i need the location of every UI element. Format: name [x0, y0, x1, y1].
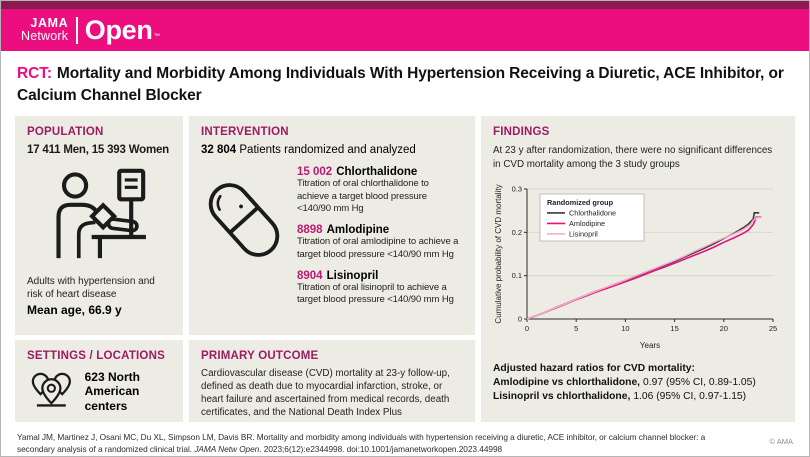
citation: Yamal JM, Martinez J, Osani MC, Du XL, S…: [17, 432, 706, 455]
group-amlodipine: 8898 Amlodipine Titration of oral amlodip…: [297, 224, 463, 261]
svg-text:Amlodipine: Amlodipine: [569, 219, 605, 228]
settings-heading: SETTINGS / LOCATIONS: [27, 350, 165, 363]
intervention-groups: 15 002 Chlorthalidone Titration of oral c…: [297, 166, 463, 315]
group-n: 8904: [297, 270, 323, 283]
svg-text:0: 0: [525, 324, 529, 333]
intervention-stat-number: 32 804: [201, 144, 237, 157]
column-findings: FINDINGS At 23 y after randomization, th…: [481, 116, 795, 423]
copyright: © AMA: [769, 437, 793, 447]
svg-text:Cumulative probability of CVD: Cumulative probability of CVD mortality: [494, 184, 503, 323]
primary-outcome-panel: PRIMARY OUTCOME Cardiovascular disease (…: [189, 340, 475, 423]
group-name: Amlodipine: [326, 224, 390, 237]
title-block: RCT: Mortality and Morbidity Among Indivi…: [1, 51, 809, 116]
hazard-ratios: Adjusted hazard ratios for CVD mortality…: [493, 362, 785, 405]
logo-divider: [76, 16, 78, 44]
study-type-tag: RCT:: [17, 65, 52, 82]
svg-text:Randomized group: Randomized group: [547, 198, 614, 207]
group-detail: Titration of oral chlorthalidone to achi…: [297, 178, 429, 215]
intervention-stat-text: Patients randomized and analyzed: [236, 144, 416, 157]
map-pins-icon: [31, 373, 71, 407]
settings-stat: 623 North American centers: [84, 369, 140, 413]
population-heading: POPULATION: [27, 126, 104, 139]
findings-panel: FINDINGS At 23 y after randomization, th…: [481, 116, 795, 423]
intervention-panel: INTERVENTION 32 804 Patients randomized …: [189, 116, 475, 336]
primary-outcome-text: Cardiovascular disease (CVD) mortality a…: [201, 368, 450, 419]
svg-text:0: 0: [518, 314, 522, 323]
journal-name: JAMA Netw Open: [194, 444, 260, 455]
intervention-stat: 32 804 Patients randomized and analyzed: [201, 144, 463, 156]
svg-text:Chlorthalidone: Chlorthalidone: [569, 208, 616, 217]
population-mean-age: Mean age, 66.9 y: [27, 303, 122, 318]
group-chlorthalidone: 15 002 Chlorthalidone Titration of oral c…: [297, 166, 463, 215]
svg-text:0.3: 0.3: [512, 184, 522, 193]
footer: Yamal JM, Martinez J, Osani MC, Du XL, S…: [1, 422, 809, 455]
hazard-line-lisinopril: Lisinopril vs chlorthalidone, 1.06 (95% C…: [493, 391, 747, 403]
svg-text:Years: Years: [640, 341, 660, 350]
population-panel: POPULATION 17 411 Men, 15 393 Women: [15, 116, 183, 336]
svg-text:15: 15: [670, 324, 678, 333]
population-description: Adults with hypertension and risk of hea…: [27, 276, 155, 301]
svg-text:20: 20: [720, 324, 728, 333]
group-detail: Titration of oral lisinopril to achieve …: [297, 282, 454, 306]
settings-panel: SETTINGS / LOCATIONS 623 North American …: [15, 340, 183, 423]
logo-jama-network: JAMA Network: [21, 16, 69, 43]
svg-text:0.2: 0.2: [512, 228, 522, 237]
svg-text:0.1: 0.1: [512, 271, 522, 280]
pill-icon: [201, 166, 287, 315]
column-intervention: INTERVENTION 32 804 Patients randomized …: [189, 116, 475, 423]
hazard-title: Adjusted hazard ratios for CVD mortality…: [493, 362, 695, 374]
population-stat: 17 411 Men, 15 393 Women: [27, 144, 170, 157]
findings-heading: FINDINGS: [493, 126, 550, 139]
jama-network-open-logo: JAMA Network Open ™: [21, 14, 161, 45]
blood-pressure-exam-icon: [27, 168, 171, 265]
svg-text:10: 10: [621, 324, 629, 333]
group-detail: Titration of oral amlodipine to achieve …: [297, 236, 459, 260]
group-name: Chlorthalidone: [336, 166, 418, 179]
page-title: RCT: Mortality and Morbidity Among Indivi…: [17, 63, 793, 106]
study-title-text: Mortality and Morbidity Among Individual…: [17, 65, 784, 104]
findings-summary: At 23 y after randomization, there were …: [493, 145, 773, 170]
content-grid: POPULATION 17 411 Men, 15 393 Women: [1, 116, 809, 423]
svg-text:25: 25: [769, 324, 777, 333]
group-name: Lisinopril: [326, 270, 379, 283]
intervention-heading: INTERVENTION: [201, 126, 289, 139]
svg-text:5: 5: [574, 324, 578, 333]
column-population: POPULATION 17 411 Men, 15 393 Women: [15, 116, 183, 423]
group-n: 15 002: [297, 166, 333, 179]
group-lisinopril: 8904 Lisinopril Titration of oral lisinop…: [297, 270, 463, 307]
cvd-mortality-chart: 0 0.1 0.2 0.3 0 5 10 15 20 25 Years Cumulative prob…: [493, 179, 785, 356]
top-accent-strip: [1, 1, 809, 9]
svg-text:Lisinopril: Lisinopril: [569, 229, 598, 238]
primary-outcome-heading: PRIMARY OUTCOME: [201, 350, 319, 363]
hazard-line-amlodipine: Amlodipine vs chlorthalidone, 0.97 (95% C…: [493, 377, 756, 389]
group-n: 8898: [297, 224, 323, 237]
brand-header: JAMA Network Open ™: [1, 9, 809, 51]
